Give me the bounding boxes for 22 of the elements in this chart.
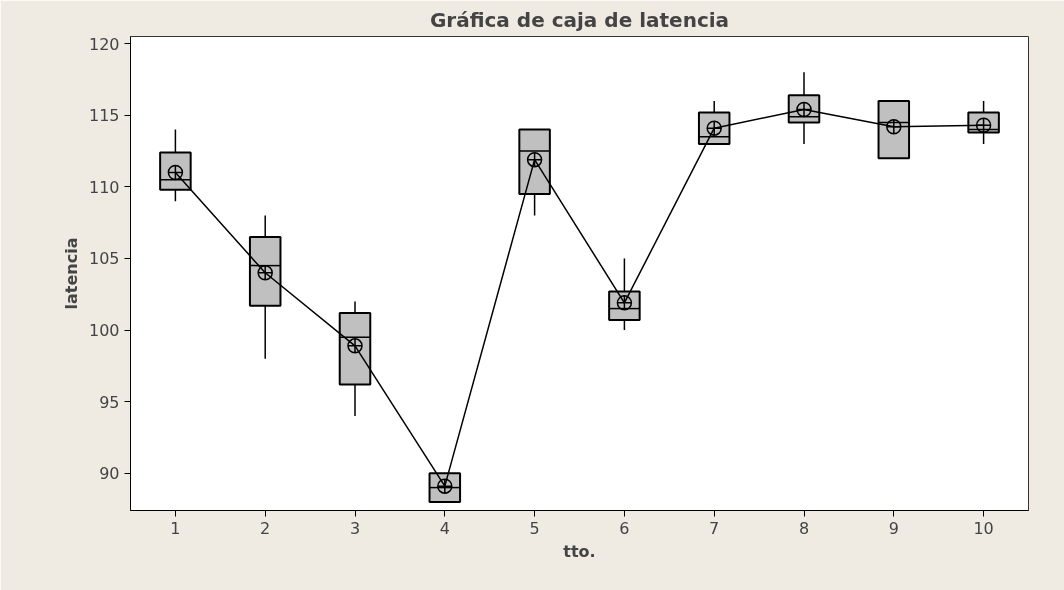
y-axis-title: latencia bbox=[61, 237, 81, 310]
point bbox=[347, 338, 363, 354]
x-tick-label: 3 bbox=[349, 518, 361, 538]
chart-title: Gráfica de caja de latencia bbox=[429, 7, 730, 32]
x-axis-title: tto. bbox=[563, 541, 596, 561]
y-tick-label: 110 bbox=[88, 177, 120, 197]
x-tick-label: 5 bbox=[529, 518, 540, 538]
y-tick-label: 120 bbox=[88, 34, 120, 54]
y-tick-label: 95 bbox=[99, 392, 120, 412]
x-tick-label: 4 bbox=[439, 518, 450, 538]
y-tick-label: 105 bbox=[88, 249, 120, 269]
point bbox=[257, 265, 273, 281]
x-tick-label: 2 bbox=[260, 518, 271, 538]
x-tick-label: 9 bbox=[888, 518, 899, 538]
x-tick-label: 7 bbox=[709, 518, 720, 538]
x-tick-label: 8 bbox=[798, 518, 810, 538]
y-tick-label: 115 bbox=[88, 106, 120, 126]
y-tick-label: 100 bbox=[88, 321, 120, 341]
y-tick-label: 90 bbox=[99, 464, 120, 484]
x-tick-label: 6 bbox=[619, 518, 630, 538]
x-tick-label: 10 bbox=[973, 518, 994, 538]
x-tick-label: 1 bbox=[170, 518, 181, 538]
